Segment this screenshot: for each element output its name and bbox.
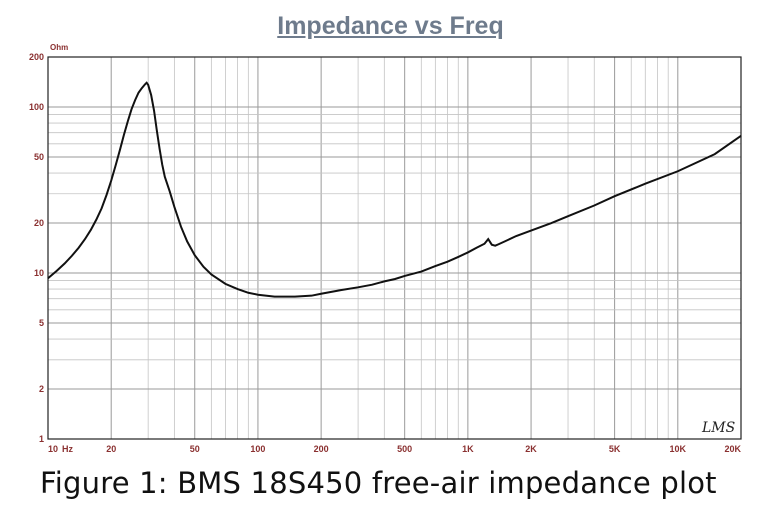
impedance-chart: Ohm 1 2 5 10 20 50 100 200 10 20 50 100 200 500 1K 2K 5… bbox=[29, 43, 742, 454]
y-tick-label: 200 bbox=[29, 52, 44, 62]
y-tick-label: 20 bbox=[34, 218, 44, 228]
y-tick-label: 5 bbox=[39, 318, 44, 328]
y-tick-label: 1 bbox=[39, 434, 44, 444]
x-tick-label: 20K bbox=[724, 444, 741, 454]
x-unit-label: Hz bbox=[62, 444, 73, 454]
figure-caption: Figure 1: BMS 18S450 free-air impedance … bbox=[40, 466, 717, 500]
x-tick-label: 100 bbox=[250, 444, 265, 454]
y-tick-label: 100 bbox=[29, 102, 44, 112]
impedance-curve bbox=[47, 81, 742, 298]
y-tick-label: 2 bbox=[39, 384, 44, 394]
x-tick-label: 10K bbox=[670, 444, 687, 454]
y-unit-label: Ohm bbox=[50, 43, 68, 52]
x-tick-label: 2K bbox=[525, 444, 537, 454]
x-tick-label: 50 bbox=[190, 444, 200, 454]
x-tick-labels: 10 20 50 100 200 500 1K 2K 5K 10K 20K bbox=[48, 444, 741, 454]
grid-lines bbox=[47, 56, 742, 440]
x-tick-label: 5K bbox=[609, 444, 621, 454]
chart-title: Impedance vs Freq bbox=[277, 12, 504, 40]
y-tick-label: 50 bbox=[34, 152, 44, 162]
x-tick-label: 10 bbox=[48, 444, 58, 454]
plot-frame bbox=[47, 56, 742, 440]
y-tick-label: 10 bbox=[34, 268, 44, 278]
y-tick-labels: 1 2 5 10 20 50 100 200 bbox=[29, 52, 44, 444]
x-tick-label: 1K bbox=[462, 444, 474, 454]
lms-logo: LMS bbox=[701, 420, 735, 436]
x-tick-label: 500 bbox=[397, 444, 412, 454]
x-tick-label: 20 bbox=[106, 444, 116, 454]
x-tick-label: 200 bbox=[314, 444, 329, 454]
